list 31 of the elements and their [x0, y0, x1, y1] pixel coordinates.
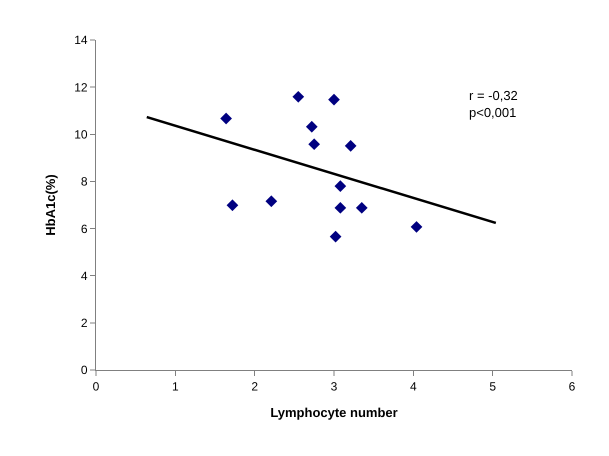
point	[410, 221, 422, 233]
x-tick-label: 6	[568, 379, 576, 394]
point	[265, 195, 278, 208]
point	[308, 138, 320, 150]
y-tick-label: 12	[74, 80, 88, 94]
point	[220, 112, 232, 124]
x-tick-label: 1	[172, 379, 179, 394]
point	[334, 202, 346, 214]
y-tick-label: 8	[80, 174, 88, 189]
point	[292, 90, 304, 103]
point	[334, 180, 346, 192]
y-tick-label: 10	[74, 127, 88, 142]
x-axis-title: Lymphocyte number	[270, 405, 398, 420]
point	[306, 120, 318, 133]
x-tick-label: 0	[92, 379, 100, 394]
point	[330, 230, 342, 242]
point	[226, 199, 238, 212]
y-tick-label: 2	[80, 316, 88, 330]
x-tick-label: 5	[489, 379, 496, 394]
y-tick-label: 14	[74, 33, 88, 48]
y-tick-label: 4	[80, 268, 88, 283]
point	[356, 202, 368, 214]
y-axis-title: HbA1c(%)	[43, 174, 58, 236]
x-tick-label: 3	[330, 379, 338, 394]
x-tick-label: 4	[410, 379, 417, 394]
y-tick-label: 0	[80, 363, 88, 378]
point	[344, 140, 357, 152]
y-tick-label: 6	[80, 222, 88, 236]
annotation: r = -0,32 p<0,001	[469, 88, 518, 120]
point	[328, 94, 340, 106]
x-tick-label: 2	[251, 379, 258, 394]
